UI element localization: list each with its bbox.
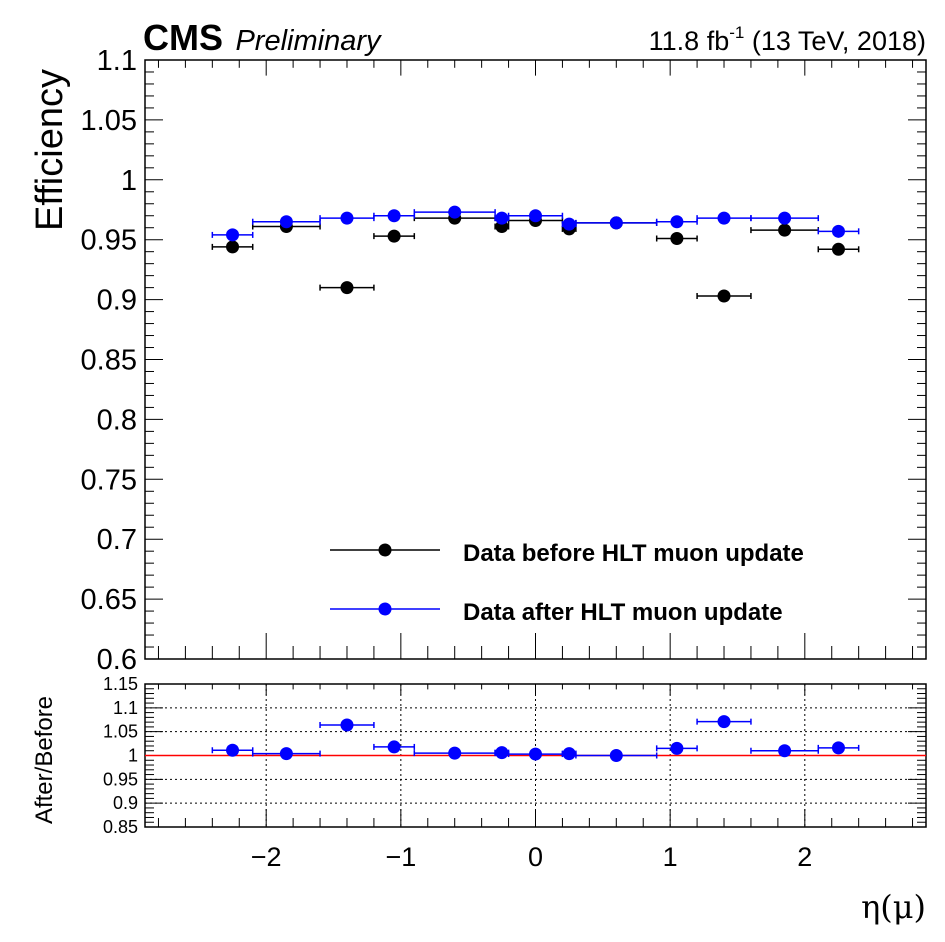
main-panel-frame: [144, 59, 927, 660]
ratio-point: [778, 744, 792, 758]
main-point: [778, 211, 792, 225]
main-point: [529, 209, 542, 223]
main-axes: 0.6 0.65 0.7 0.75 0.8 0.85 0.9 0.95 1 1.05 1.1: [81, 45, 926, 676]
legend: Data before HLT muon update Data after H…: [330, 540, 804, 626]
main-point: [387, 209, 401, 223]
y-tick-label: 0.6: [97, 644, 137, 676]
main-point: [340, 281, 354, 295]
ratio-point: [717, 715, 731, 729]
ratio-axes: 0.85 0.9 0.95 1 1.05 1.1 1.15 −2 −1 0 1 2: [103, 674, 926, 872]
y-tick-label: 0.7: [97, 524, 137, 556]
main-point: [448, 205, 462, 219]
legend-label-after: Data after HLT muon update: [463, 599, 783, 626]
cms-logo: CMS Preliminary: [143, 17, 382, 58]
main-point: [609, 216, 623, 230]
legend-marker-after: [378, 602, 392, 616]
legend-entry-after: Data after HLT muon update: [330, 599, 783, 626]
x-tick-label: 1: [663, 842, 678, 872]
ratio-point: [609, 749, 623, 762]
ratio-y-tick-label: 0.95: [103, 769, 138, 789]
main-point: [717, 211, 731, 225]
main-y-axis-title: Efficiency: [29, 69, 71, 231]
y-tick-label: 0.85: [81, 345, 137, 377]
main-point: [226, 240, 240, 254]
ratio-y-axis-title: After/Before: [31, 696, 58, 824]
ratio-point: [562, 747, 576, 761]
ratio-y-tick-label: 1.1: [113, 698, 138, 718]
ratio-y-tick-label: 0.9: [113, 793, 138, 813]
x-tick-label: 2: [797, 842, 812, 872]
main-point: [670, 232, 684, 246]
ratio-point: [340, 718, 354, 732]
y-tick-label: 0.75: [81, 464, 137, 496]
main-point: [670, 215, 684, 229]
legend-entry-before: Data before HLT muon update: [330, 540, 804, 567]
legend-label-before: Data before HLT muon update: [463, 540, 804, 567]
ratio-point: [670, 741, 684, 755]
ratio-point: [831, 741, 845, 755]
main-data-points: [211, 205, 860, 303]
ratio-point: [448, 746, 462, 760]
main-point: [778, 223, 792, 237]
main-point: [495, 211, 509, 225]
y-tick-label: 0.65: [81, 584, 137, 616]
y-tick-label: 1.1: [97, 45, 137, 77]
main-point: [562, 217, 576, 231]
ratio-point: [529, 747, 542, 761]
y-tick-label: 0.8: [97, 404, 137, 436]
luminosity-label: 11.8 fb-1 (13 TeV, 2018): [649, 23, 926, 56]
ratio-y-tick-label: 1.05: [103, 722, 138, 742]
ratio-point: [279, 747, 293, 761]
ratio-data-points: [211, 715, 860, 762]
ratio-y-tick-label: 1.15: [103, 674, 138, 694]
main-point: [831, 224, 845, 238]
main-point: [387, 229, 401, 243]
y-tick-label: 1: [121, 165, 137, 197]
main-point: [279, 215, 293, 229]
legend-marker-before: [378, 543, 392, 557]
x-tick-label: 0: [528, 842, 543, 872]
main-point: [340, 211, 354, 225]
y-tick-label: 0.95: [81, 225, 137, 257]
ratio-y-tick-label: 1: [128, 746, 138, 766]
x-tick-label: −1: [385, 842, 416, 872]
main-point: [226, 228, 240, 242]
y-tick-label: 1.05: [81, 105, 137, 137]
ratio-point: [387, 740, 401, 754]
ratio-y-tick-label: 0.85: [103, 817, 138, 837]
x-tick-label: −2: [251, 842, 282, 872]
main-point: [717, 289, 731, 303]
y-tick-label: 0.9: [97, 285, 137, 317]
ratio-point: [495, 746, 509, 760]
main-point: [831, 242, 845, 256]
x-axis-title: η(μ): [861, 888, 926, 926]
ratio-point: [226, 743, 240, 757]
